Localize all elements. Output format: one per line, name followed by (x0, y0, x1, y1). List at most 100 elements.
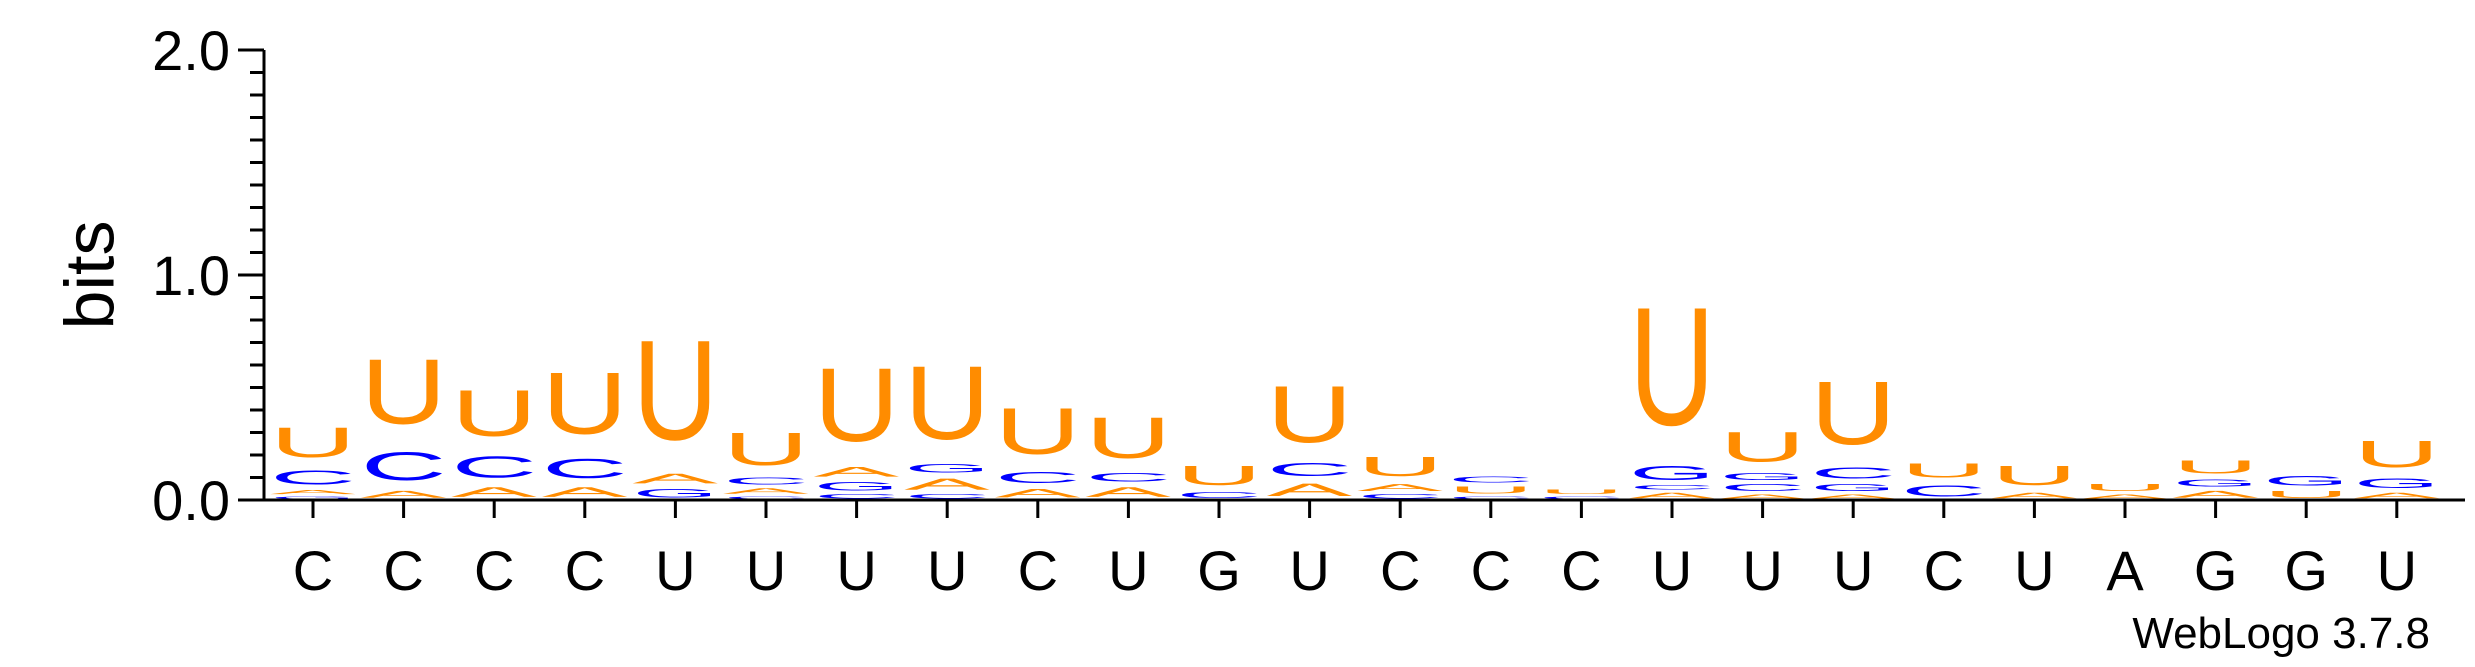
logo-letter-a: A (361, 489, 447, 500)
x-tick-label: U (1833, 539, 1873, 602)
logo-letter-u: U (2354, 432, 2440, 475)
logo-letter-u: U (1448, 484, 1534, 495)
x-tick-label: U (2377, 539, 2417, 602)
logo-letter-u: U (995, 395, 1081, 469)
logo-letter-a: A (451, 484, 537, 500)
x-tick-label: C (565, 539, 605, 602)
y-tick-label: 0.0 (152, 469, 230, 532)
x-tick-label: C (1471, 539, 1511, 602)
logo-letter-a: A (1720, 493, 1806, 500)
x-tick-label: C (1380, 539, 1420, 602)
logo-letter-u: U (542, 354, 628, 453)
logo-letter-g: G (1810, 482, 1896, 493)
x-tick-label: C (1018, 539, 1058, 602)
logo-letter-a: A (995, 487, 1081, 500)
x-tick-label: C (1924, 539, 1964, 602)
logo-letter-a: A (270, 489, 356, 496)
logo-letter-c: C (814, 493, 900, 500)
logo-letter-g: G (814, 480, 900, 493)
logo-letter-c: C (1448, 495, 1534, 499)
weblogo-credit: WebLogo 3.7.8 (2132, 609, 2430, 658)
logo-letter-a: A (2173, 489, 2259, 500)
x-tick-label: G (1197, 539, 1241, 602)
logo-letter-g: G (632, 486, 718, 499)
logo-letter-g: G (2354, 475, 2440, 491)
y-tick-label: 2.0 (152, 19, 230, 82)
logo-letter-a: A (814, 464, 900, 480)
logo-letter-a: A (1629, 491, 1715, 500)
y-tick-label: 1.0 (152, 244, 230, 307)
logo-letter-g: G (1720, 471, 1806, 482)
logo-letter-u: U (1085, 405, 1171, 470)
x-tick-label: G (2194, 539, 2238, 602)
logo-letter-a: A (904, 475, 990, 493)
logo-letter-a: A (1810, 493, 1896, 500)
logo-letter-g: G (2263, 473, 2349, 489)
logo-letter-c: C (1176, 491, 1262, 500)
logo-letter-u: U (2082, 482, 2168, 493)
logo-letter-g: G (2173, 477, 2259, 488)
logo-letter-c: C (1267, 460, 1353, 480)
x-tick-label: U (1289, 539, 1329, 602)
logo-letter-c: C (270, 466, 356, 488)
logo-letter-u: U (814, 347, 900, 464)
y-axis-ticks: 0.0 1.0 2.0 (152, 19, 264, 532)
logo-letter-c: C (1357, 493, 1443, 500)
logo-letter-a: A (542, 484, 628, 500)
logo-letter-c: C (1629, 484, 1715, 491)
x-tick-label: U (1742, 539, 1782, 602)
logo-letter-c: C (361, 444, 447, 489)
logo-letter-u: U (1901, 460, 1987, 482)
logo-letter-u: U (904, 345, 990, 462)
logo-letter-a: A (723, 487, 809, 496)
x-tick-label: C (474, 539, 514, 602)
logo-letter-u: U (1267, 369, 1353, 459)
x-tick-label: U (655, 539, 695, 602)
logo-letter-a: A (1085, 484, 1171, 500)
x-tick-label: U (2014, 539, 2054, 602)
logo-letter-a: A (2082, 493, 2168, 500)
x-tick-label: U (927, 539, 967, 602)
logo-letter-c: C (723, 475, 809, 486)
logo-letter-u: U (2173, 457, 2259, 477)
x-tick-label: C (293, 539, 333, 602)
logo-letter-a: A (1991, 491, 2077, 500)
logo-letter-u: U (451, 377, 537, 451)
logo-letter-u: U (270, 419, 356, 466)
logo-letter-c: C (1538, 495, 1624, 499)
x-tick-label: U (746, 539, 786, 602)
logo-letter-c: C (451, 451, 537, 485)
logo-letter-c: C (542, 453, 628, 484)
logo-letter-c: C (904, 493, 990, 500)
logo-letter-c: C (1448, 475, 1534, 484)
x-tick-label: U (836, 539, 876, 602)
logo-letter-u: U (1176, 460, 1262, 491)
logo-letter-a: A (632, 471, 718, 487)
logo-letter-c: C (723, 495, 809, 499)
x-tick-label: U (1652, 539, 1692, 602)
logo-letter-u: U (632, 310, 718, 470)
x-tick-label: C (383, 539, 423, 602)
logo-letter-g: G (904, 462, 990, 475)
logo-letter-u: U (723, 424, 809, 476)
logo-letter-u: U (1538, 489, 1624, 496)
logo-letter-u: U (361, 340, 447, 443)
x-tick-label: A (2106, 539, 2144, 602)
x-tick-label: C (1561, 539, 1601, 602)
logo-letter-a: A (2354, 491, 2440, 500)
logo-letter-g: G (1629, 462, 1715, 485)
logo-letter-c: C (1085, 471, 1171, 485)
logo-letter-u: U (1357, 451, 1443, 482)
logo-letter-u: U (1810, 363, 1896, 464)
logo-letter-c: C (1901, 482, 1987, 500)
logo-letter-c: C (995, 469, 1081, 487)
logo-letter-a: A (1267, 480, 1353, 500)
logo-letter-u: U (1629, 272, 1715, 460)
logo-letter-c: C (1810, 464, 1896, 482)
logo-letter-u: U (1991, 460, 2077, 491)
logo-letter-c: C (1720, 482, 1806, 493)
x-tick-label: G (2284, 539, 2328, 602)
